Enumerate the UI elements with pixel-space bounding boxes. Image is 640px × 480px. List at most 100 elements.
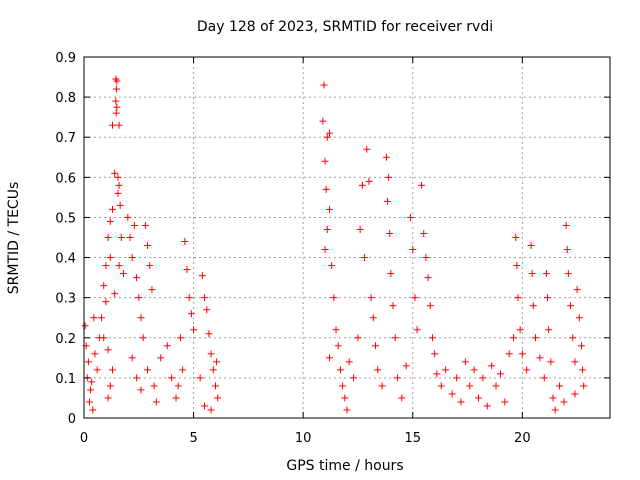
- data-point: [124, 213, 132, 221]
- data-point: [334, 342, 342, 350]
- data-point: [330, 294, 338, 302]
- data-point: [564, 270, 572, 278]
- data-point: [181, 238, 189, 246]
- data-point: [374, 366, 382, 374]
- data-point: [393, 374, 401, 382]
- data-point: [113, 103, 121, 111]
- data-point: [542, 270, 550, 278]
- data-point: [540, 374, 548, 382]
- data-point: [108, 205, 116, 213]
- x-tick-label: 5: [189, 431, 197, 446]
- data-point: [569, 334, 577, 342]
- data-point: [363, 145, 371, 153]
- data-point: [391, 334, 399, 342]
- data-point: [104, 346, 112, 354]
- data-point: [104, 394, 112, 402]
- data-point: [325, 129, 333, 137]
- data-point: [106, 382, 114, 390]
- data-point: [402, 362, 410, 370]
- data-point: [562, 221, 570, 229]
- data-point: [523, 366, 531, 374]
- data-point: [339, 382, 347, 390]
- data-point: [547, 358, 555, 366]
- data-point: [135, 294, 143, 302]
- data-point: [139, 334, 147, 342]
- data-point: [466, 382, 474, 390]
- data-point: [365, 177, 373, 185]
- data-point: [512, 234, 520, 241]
- data-point: [571, 390, 579, 398]
- data-point: [544, 294, 552, 302]
- data-point: [102, 298, 110, 306]
- data-point: [369, 314, 377, 322]
- data-point: [341, 394, 349, 402]
- data-point: [505, 350, 513, 358]
- data-point: [198, 272, 206, 280]
- data-point: [413, 326, 421, 334]
- data-point: [545, 326, 553, 334]
- data-point: [137, 314, 145, 322]
- data-point: [93, 366, 101, 374]
- y-tick-label: 0.3: [55, 292, 76, 307]
- data-point: [322, 185, 330, 193]
- y-tick-label: 0.4: [55, 252, 76, 267]
- y-tick-label: 0.1: [55, 372, 76, 387]
- data-point: [367, 294, 375, 302]
- data-point: [163, 342, 171, 350]
- data-point: [567, 302, 575, 310]
- data-point: [85, 398, 93, 406]
- data-point: [95, 334, 103, 342]
- data-point: [420, 229, 428, 237]
- data-point: [212, 382, 219, 390]
- y-tick-label: 0.7: [55, 131, 76, 146]
- data-point: [361, 254, 369, 262]
- data-point: [112, 109, 120, 117]
- data-point: [325, 205, 333, 213]
- data-point: [378, 382, 386, 390]
- data-point: [201, 402, 209, 410]
- y-tick-label: 0.9: [55, 51, 76, 66]
- axis-ticks: 0 0.1 0.2 0.3 0.4 0.5 0.6 0.7 0.8 0.9 0 5 10 15 20: [55, 51, 610, 446]
- data-point: [323, 133, 331, 141]
- data-point: [389, 302, 397, 310]
- data-point: [492, 382, 500, 390]
- data-point: [113, 77, 121, 85]
- data-point: [114, 173, 122, 181]
- data-point: [411, 294, 419, 302]
- data-point: [350, 374, 358, 382]
- data-point: [431, 350, 439, 358]
- data-point: [148, 286, 156, 294]
- data-point: [437, 382, 445, 390]
- data-point: [106, 217, 114, 225]
- data-point: [205, 330, 213, 338]
- data-point: [549, 394, 557, 402]
- data-point: [183, 266, 191, 274]
- data-point: [144, 242, 152, 250]
- y-tick-label: 0.6: [55, 171, 76, 186]
- data-point: [448, 390, 456, 398]
- data-point: [398, 394, 406, 402]
- data-point: [479, 374, 487, 382]
- data-point: [529, 302, 537, 310]
- data-point: [457, 398, 465, 406]
- data-point: [119, 270, 127, 278]
- chart-title: Day 128 of 2023, SRMTID for receiver rvd…: [197, 19, 493, 35]
- plot-frame: [83, 56, 611, 419]
- data-point: [152, 398, 160, 406]
- data-point: [426, 302, 434, 310]
- data-point: [84, 358, 92, 366]
- data-point: [354, 334, 362, 342]
- data-point: [551, 406, 559, 414]
- data-point: [150, 382, 158, 390]
- data-point: [133, 374, 141, 382]
- data-point: [571, 358, 579, 366]
- data-point: [461, 358, 469, 366]
- data-point: [203, 306, 211, 314]
- data-point: [382, 153, 390, 161]
- data-point: [409, 246, 417, 254]
- data-point: [556, 382, 564, 390]
- data-point: [531, 334, 539, 342]
- data-point: [475, 394, 482, 402]
